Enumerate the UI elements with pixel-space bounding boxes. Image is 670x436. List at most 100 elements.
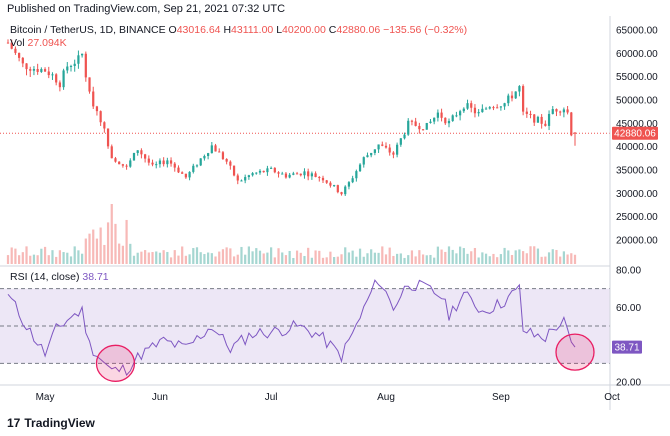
candle-body xyxy=(336,185,339,193)
candle-body xyxy=(281,173,284,175)
candle-body xyxy=(325,180,328,183)
volume-bar xyxy=(147,252,150,264)
volume-bar xyxy=(355,256,358,264)
volume-bar xyxy=(381,246,384,264)
candle-body xyxy=(106,128,110,147)
volume-bar xyxy=(344,247,347,264)
volume-bar xyxy=(29,255,32,264)
candle-body xyxy=(455,115,458,117)
volume-bar xyxy=(236,254,239,264)
candle-body xyxy=(229,161,232,166)
volume-bar xyxy=(81,253,84,264)
candle-body xyxy=(351,178,354,183)
symbol-legend[interactable]: Bitcoin / TetherUS, 1D, BINANCE O43016.6… xyxy=(10,24,467,36)
time-axis[interactable]: May Jun Jul Aug Sep Oct xyxy=(36,392,620,403)
candle-body xyxy=(433,117,436,122)
volume-bar xyxy=(421,254,425,264)
candle-body xyxy=(32,69,36,71)
candle-body xyxy=(92,91,95,107)
volume-bar xyxy=(562,251,565,264)
rsi-tick-label: 60.00 xyxy=(616,303,641,314)
volume-bar xyxy=(288,250,291,264)
volume-bar xyxy=(481,252,484,264)
candle-body xyxy=(95,106,99,112)
candle-body xyxy=(277,172,280,174)
volume-bar xyxy=(173,250,176,264)
candle-body xyxy=(155,164,158,166)
candle-body xyxy=(162,160,165,165)
price-axis[interactable]: 65000.00 60000.00 55000.00 50000.00 45000.00… xyxy=(616,26,658,247)
volume-bar xyxy=(88,233,91,264)
volume-bar xyxy=(99,227,102,264)
candle-body xyxy=(262,170,265,173)
candle-body xyxy=(6,42,10,44)
candle-body xyxy=(199,158,202,166)
volume-bar xyxy=(399,253,402,264)
volume-bar xyxy=(121,245,124,264)
volume-bar xyxy=(244,254,247,264)
symbol-name: Bitcoin / TetherUS, 1D, BINANCE xyxy=(10,24,166,36)
candle-body xyxy=(125,165,128,167)
volume-bar xyxy=(181,246,184,264)
volume-bar xyxy=(43,246,47,264)
candle-body xyxy=(421,129,425,131)
candle-body xyxy=(181,172,184,174)
time-tick-label: Jul xyxy=(265,392,278,403)
volume-bar xyxy=(66,252,69,264)
candle-body xyxy=(225,158,228,162)
candle-body xyxy=(344,186,347,195)
candle-body xyxy=(240,180,243,182)
low-value: 40200.00 xyxy=(282,24,326,36)
publish-caption: Published on TradingView.com, Sep 21, 20… xyxy=(7,3,286,15)
volume-bar xyxy=(555,249,558,264)
candle-body xyxy=(544,123,547,126)
candle-body xyxy=(173,163,176,168)
volume-bar xyxy=(425,255,428,264)
volume-bar xyxy=(221,249,225,264)
volume-bar xyxy=(62,252,65,264)
candle-body xyxy=(210,145,213,154)
volume-bar xyxy=(203,254,206,264)
candle-body xyxy=(84,53,87,78)
candle-body xyxy=(573,132,577,134)
volume-bar xyxy=(158,252,162,264)
price-pane[interactable] xyxy=(0,39,610,196)
rsi-value: 38.71 xyxy=(82,271,109,283)
volume-bar xyxy=(325,257,328,264)
volume-bar xyxy=(184,255,187,264)
volume-label: Vol xyxy=(10,37,25,49)
rsi-tick-label: 80.00 xyxy=(616,266,641,277)
volume-legend[interactable]: Vol 27.094K xyxy=(10,37,67,49)
volume-bar xyxy=(214,256,217,264)
volume-bar xyxy=(366,253,369,264)
candle-body xyxy=(221,152,225,159)
candle-body xyxy=(184,173,187,178)
candle-body xyxy=(14,48,17,53)
volume-bar xyxy=(14,248,17,264)
volume-bar xyxy=(522,251,525,264)
volume-bar xyxy=(18,255,21,264)
candle-body xyxy=(562,109,565,113)
candle-body xyxy=(447,120,451,124)
volume-bar xyxy=(84,238,87,264)
volume-bar xyxy=(114,223,117,264)
candle-body xyxy=(481,108,484,113)
open-label: O xyxy=(168,24,177,36)
volume-bar xyxy=(270,247,273,264)
tradingview-logo[interactable]: 17 TradingView xyxy=(7,416,95,430)
candle-body xyxy=(118,161,121,165)
rsi-legend[interactable]: RSI (14, close) 38.71 xyxy=(10,271,109,283)
candle-body xyxy=(381,144,384,146)
volume-bar xyxy=(266,252,269,264)
volume-bar xyxy=(340,254,343,264)
volume-bar xyxy=(429,254,432,264)
volume-value: 27.094K xyxy=(27,37,67,49)
rsi-pane[interactable] xyxy=(0,279,610,382)
volume-bar xyxy=(218,251,221,264)
volume-bar xyxy=(559,256,562,264)
volume-bar xyxy=(6,255,10,264)
candle-body xyxy=(510,95,514,99)
volume-bar xyxy=(51,250,54,264)
